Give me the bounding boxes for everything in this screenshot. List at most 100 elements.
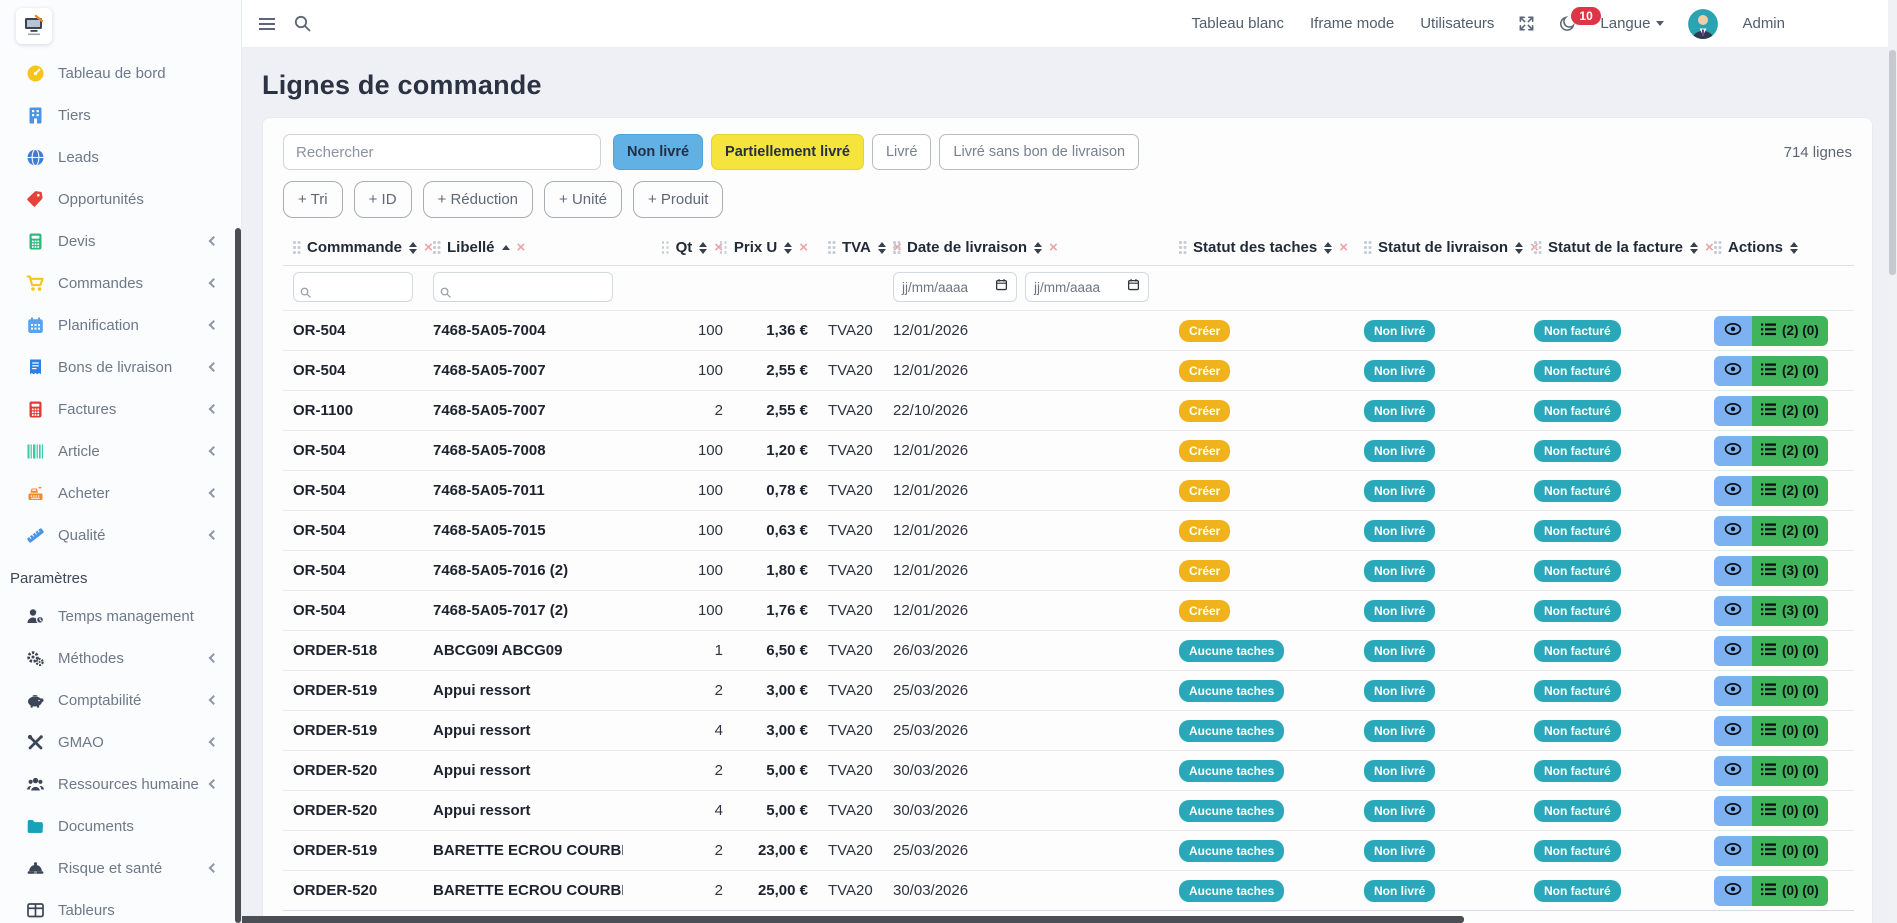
view-button[interactable] [1714,435,1752,466]
fullscreen-icon[interactable] [1518,15,1535,32]
drag-handle-icon[interactable] [1179,241,1186,254]
view-button[interactable] [1714,315,1752,346]
topbar-link-tableau-blanc[interactable]: Tableau blanc [1191,15,1285,32]
sort-icon[interactable] [409,241,418,254]
sidebar-item-acheter[interactable]: Acheter [0,472,241,514]
tasks-button[interactable]: (3) (0) [1752,595,1828,626]
column-search-input-commmande[interactable] [293,272,413,302]
tasks-button[interactable]: (0) (0) [1752,795,1828,826]
sort-icon[interactable] [1790,241,1799,254]
drag-handle-icon[interactable] [293,241,300,254]
sidebar-item-commandes[interactable]: Commandes [0,262,241,304]
tasks-button[interactable]: (2) (0) [1752,355,1828,386]
sort-asc-icon[interactable] [501,245,510,250]
column-header-statut-de-livraison[interactable]: Statut de livraison × [1354,230,1539,266]
filter-chip-non-livre[interactable]: Non livré [613,134,704,170]
column-header-date-de-livraison[interactable]: Date de livraison × [883,230,1169,266]
view-button[interactable] [1714,635,1752,666]
sort-icon[interactable] [877,241,886,254]
date-to-input[interactable]: jj/mm/aaaa [1025,272,1149,302]
sidebar-item-tableau-de-bord[interactable]: Tableau de bord [0,52,241,94]
filter-chip-livre[interactable]: Livré [871,134,932,170]
notification-badge[interactable]: 10 [1571,7,1601,25]
view-button[interactable] [1714,755,1752,786]
sidebar-item-methodes[interactable]: Méthodes [0,637,241,679]
column-search-input-libelle[interactable] [433,272,613,302]
dark-mode-toggle[interactable]: 10 [1559,7,1601,32]
remove-column-icon[interactable]: × [892,239,902,256]
column-header-statut-des-taches[interactable]: Statut des taches × [1169,230,1354,266]
tasks-button[interactable]: (2) (0) [1752,395,1828,426]
tasks-button[interactable]: (0) (0) [1752,715,1828,746]
remove-column-icon[interactable]: × [1530,239,1539,256]
date-from-input[interactable]: jj/mm/aaaa [893,272,1017,302]
sidebar-item-article[interactable]: Article [0,430,241,472]
language-dropdown[interactable]: Langue [1600,15,1665,32]
drag-handle-icon[interactable] [1714,241,1721,254]
sidebar-item-factures[interactable]: Factures [0,388,241,430]
avatar[interactable] [1688,8,1719,39]
remove-column-icon[interactable]: × [1339,239,1348,256]
sidebar-item-tiers[interactable]: Tiers [0,94,241,136]
drag-handle-icon[interactable] [828,241,835,254]
drag-handle-icon[interactable] [893,241,900,254]
add-column-button--unite[interactable]: + Unité [544,181,622,218]
tasks-button[interactable]: (2) (0) [1752,515,1828,546]
vertical-scrollbar-track[interactable] [1888,0,1897,923]
sidebar-scrollbar-thumb[interactable] [235,228,241,923]
column-header-actions[interactable]: Actions [1704,230,1854,266]
sort-icon[interactable] [1690,241,1699,254]
add-column-button--produit[interactable]: + Produit [632,181,724,218]
sidebar-item-documents[interactable]: Documents [0,805,241,847]
view-button[interactable] [1714,515,1752,546]
sidebar-item-tableurs[interactable]: Tableurs [0,889,241,923]
sort-icon[interactable] [699,241,708,254]
sidebar-item-risque-et-sante[interactable]: Risque et santé [0,847,241,889]
sort-icon[interactable] [1324,241,1333,254]
view-button[interactable] [1714,555,1752,586]
remove-column-icon[interactable]: × [799,239,808,256]
column-header-qt[interactable]: Qt × [623,230,733,266]
user-menu[interactable]: Admin [1742,15,1785,32]
sidebar-item-comptabilite[interactable]: Comptabilité [0,679,241,721]
add-column-button--id[interactable]: + ID [353,181,412,218]
view-button[interactable] [1714,395,1752,426]
search-input[interactable] [283,134,601,170]
sidebar-item-devis[interactable]: Devis [0,220,241,262]
view-button[interactable] [1714,475,1752,506]
remove-column-icon[interactable]: × [1705,239,1714,256]
search-icon[interactable] [294,15,311,32]
sidebar-item-qualite[interactable]: Qualité [0,514,241,556]
column-header-statut-de-la-facture[interactable]: Statut de la facture × [1524,230,1714,266]
sort-icon[interactable] [1515,241,1524,254]
vertical-scrollbar-thumb[interactable] [1889,50,1896,275]
sidebar-item-temps-management[interactable]: Temps management [0,595,241,637]
column-header-libelle[interactable]: Libellé × [423,230,623,266]
remove-column-icon[interactable]: × [516,239,526,256]
sidebar-item-gmao[interactable]: GMAO [0,721,241,763]
topbar-link-utilisateurs[interactable]: Utilisateurs [1420,15,1495,32]
view-button[interactable] [1714,795,1752,826]
tasks-button[interactable]: (3) (0) [1752,555,1828,586]
drag-handle-icon[interactable] [1364,241,1371,254]
sidebar-item-planification[interactable]: Planification [0,304,241,346]
hamburger-menu-icon[interactable] [258,17,276,31]
view-button[interactable] [1714,595,1752,626]
tasks-button[interactable]: (0) (0) [1752,635,1828,666]
remove-column-icon[interactable]: × [1049,239,1058,256]
tasks-button[interactable]: (2) (0) [1752,435,1828,466]
add-column-button--reduction[interactable]: + Réduction [422,181,534,218]
filter-chip-partiellement-livre[interactable]: Partiellement livré [711,134,864,170]
sidebar-item-leads[interactable]: Leads [0,136,241,178]
remove-column-icon[interactable]: × [424,239,433,256]
tasks-button[interactable]: (2) (0) [1752,475,1828,506]
tasks-button[interactable]: (0) (0) [1752,755,1828,786]
filter-chip-livre-sans-bon-de-livraison[interactable]: Livré sans bon de livraison [939,134,1140,170]
drag-handle-icon[interactable] [719,241,727,254]
drag-handle-icon[interactable] [433,241,440,254]
add-column-button--tri[interactable]: + Tri [283,181,343,218]
column-header-commmande[interactable]: Commmande × [283,230,433,266]
column-header-tva[interactable]: TVA × [818,230,902,266]
view-button[interactable] [1714,835,1752,866]
column-header-prix-u[interactable]: Prix U × [719,230,818,266]
